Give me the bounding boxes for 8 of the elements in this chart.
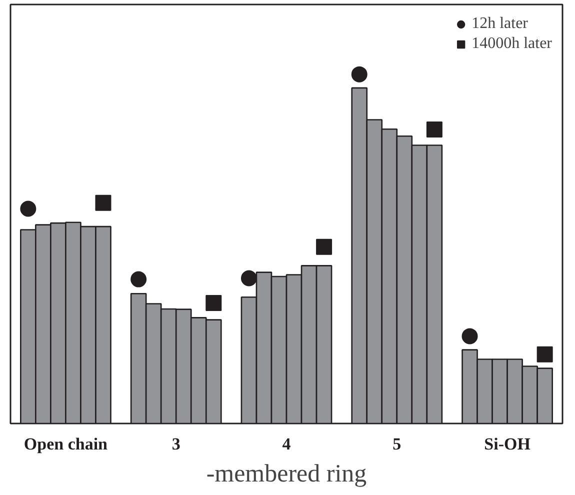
x-tick-label: 4 — [282, 434, 292, 454]
x-tick-label: Open chain — [24, 434, 108, 454]
x-tick-label: Si-OH — [484, 434, 530, 454]
x-tick-label: 5 — [392, 434, 402, 454]
x-axis-title: -membered ring — [206, 460, 368, 488]
legend-label: 12h later — [472, 15, 528, 33]
x-tick-label: 3 — [172, 434, 180, 454]
legend-label: 14000h later — [472, 35, 552, 53]
